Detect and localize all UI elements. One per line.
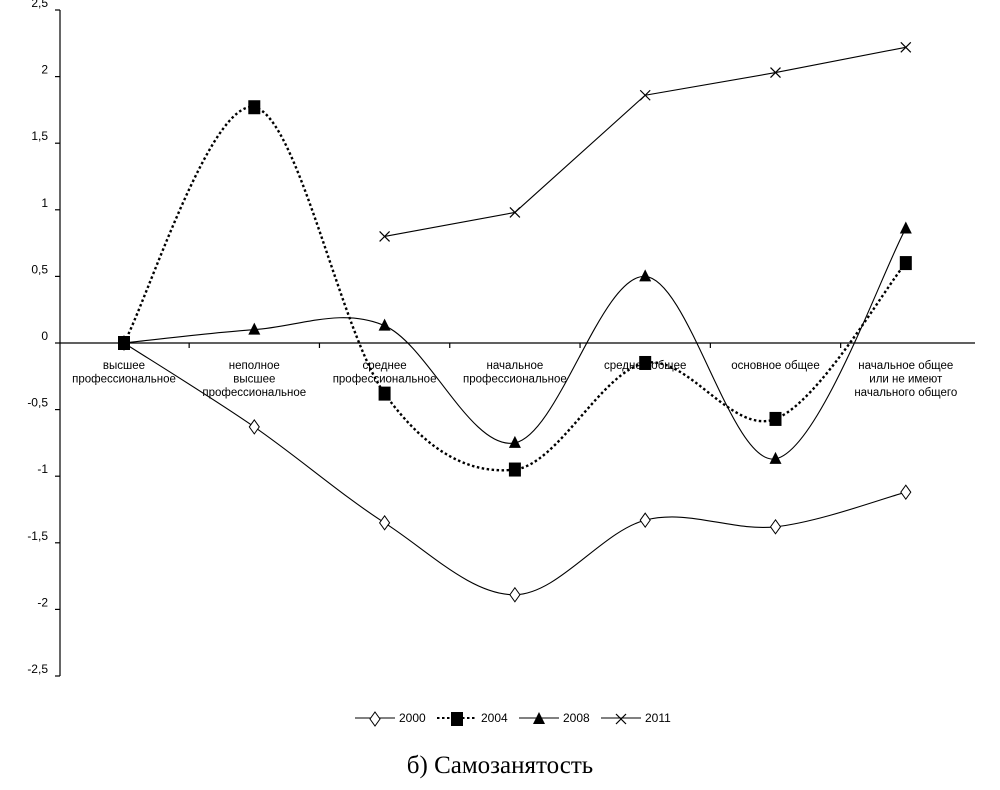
chart-caption: б) Самозанятость xyxy=(406,752,594,779)
data-point-2008 xyxy=(639,269,652,282)
category-label: неполное высшее профессиональное xyxy=(202,360,306,399)
data-point-2000 xyxy=(509,586,521,603)
data-point-2004 xyxy=(899,256,912,271)
data-point-2011 xyxy=(770,67,781,79)
data-point-2000 xyxy=(900,484,912,501)
data-point-2011 xyxy=(509,207,521,218)
y-tick-label: 1 xyxy=(41,196,48,210)
legend-marker-2008 xyxy=(533,712,545,724)
y-tick-label: -2,5 xyxy=(27,662,48,676)
data-point-2008 xyxy=(118,336,130,348)
chart-legend: 2000 2004 2008 2011 xyxy=(355,711,671,727)
y-tick-label: 0 xyxy=(41,329,48,343)
data-point-2008 xyxy=(769,451,782,464)
category-labels: высшее профессиональное неполное высшее проф… xyxy=(72,343,957,399)
data-point-2000 xyxy=(248,419,260,435)
legend-label: 2000 xyxy=(399,711,426,725)
category-label: начальное профессиональное xyxy=(463,360,567,386)
y-axis-ticks: 2,5 2 1,5 1 0,5 0 -0,5 -1 -1,5 -2 -2,5 xyxy=(27,0,60,677)
data-point-2004 xyxy=(378,386,391,401)
legend-label: 2008 xyxy=(563,711,590,725)
category-label: высшее профессиональное xyxy=(72,360,176,386)
series-line-2008 xyxy=(123,228,907,460)
data-point-2011 xyxy=(379,231,391,242)
data-point-2004 xyxy=(639,355,652,370)
data-point-2011 xyxy=(900,41,912,53)
legend-marker-2011 xyxy=(615,713,627,725)
y-tick-label: 2 xyxy=(41,63,48,77)
data-point-2004 xyxy=(508,462,521,477)
category-label: начальное общее или не имеют начального об… xyxy=(854,360,957,399)
y-tick-label: 2,5 xyxy=(31,0,48,10)
data-point-2008 xyxy=(899,221,912,234)
data-point-2004 xyxy=(769,411,782,426)
data-point-2011 xyxy=(639,89,651,101)
legend-marker-2000 xyxy=(369,711,381,727)
y-tick-label: -0,5 xyxy=(27,396,48,410)
category-label: среднее профессиональное xyxy=(333,360,437,386)
y-tick-label: -1 xyxy=(37,462,48,476)
data-point-2000 xyxy=(378,514,391,531)
data-point-2004 xyxy=(248,100,261,115)
chart-series xyxy=(118,41,912,603)
chart-axes xyxy=(59,10,975,676)
data-point-2008 xyxy=(378,318,391,331)
data-point-2000 xyxy=(769,518,782,535)
series-line-2004 xyxy=(122,106,907,472)
y-tick-label: 0,5 xyxy=(31,262,48,276)
y-tick-label: 1,5 xyxy=(31,129,48,143)
y-tick-label: -2 xyxy=(37,595,48,609)
legend-marker-2004 xyxy=(451,712,463,726)
data-point-2008 xyxy=(248,322,261,335)
category-label: основное общее xyxy=(731,360,819,372)
chart-area: 2,5 2 1,5 1 0,5 0 -0,5 -1 -1,5 -2 -2,5 высшее профе… xyxy=(27,0,975,727)
legend-label: 2004 xyxy=(481,711,508,725)
data-point-2000 xyxy=(639,512,651,529)
y-tick-label: -1,5 xyxy=(27,529,48,543)
series-line-2011 xyxy=(384,46,906,237)
legend-label: 2011 xyxy=(645,711,671,725)
data-point-2008 xyxy=(508,435,521,448)
